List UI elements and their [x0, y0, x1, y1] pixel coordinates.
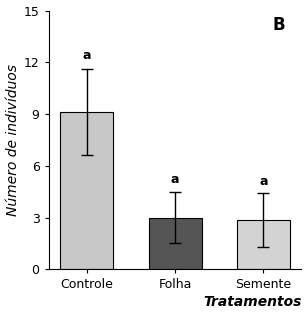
Bar: [237, 220, 290, 269]
Bar: [149, 218, 202, 269]
Text: a: a: [82, 49, 91, 62]
Text: a: a: [171, 174, 179, 186]
Bar: [60, 112, 113, 269]
Text: B: B: [273, 16, 286, 34]
Y-axis label: Número de indivíduos: Número de indivíduos: [6, 64, 20, 216]
Text: a: a: [259, 175, 268, 188]
X-axis label: Tratamentos: Tratamentos: [203, 295, 301, 309]
